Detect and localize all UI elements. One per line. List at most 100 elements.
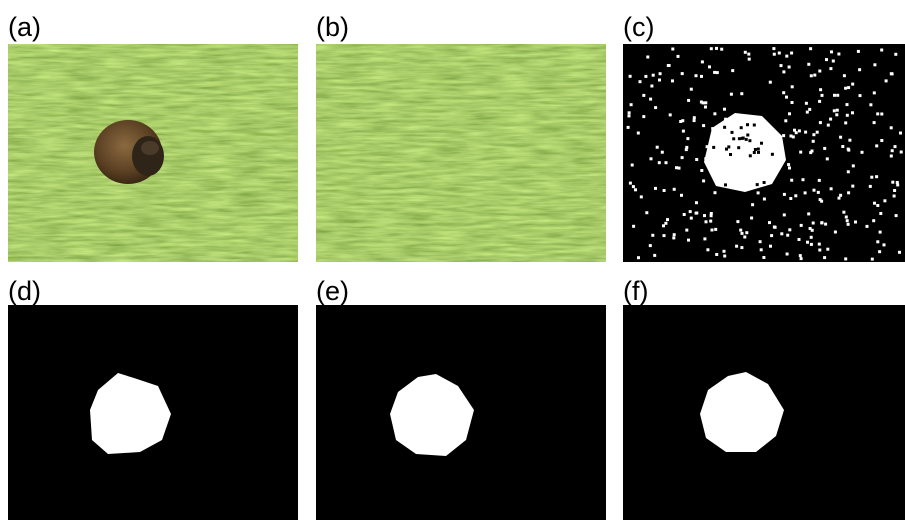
noise-pixel <box>880 113 883 116</box>
noise-pixel <box>836 109 839 112</box>
noise-pixel <box>778 52 781 55</box>
noise-pixel <box>852 164 855 167</box>
noise-pixel <box>899 132 902 135</box>
noise-pixel <box>900 151 903 154</box>
noise-pixel <box>740 126 743 129</box>
noise-pixel <box>741 232 744 235</box>
noise-pixel <box>825 58 828 61</box>
noise-pixel <box>628 111 631 114</box>
noise-pixel <box>637 256 640 259</box>
noise-pixel <box>893 189 896 192</box>
noise-pixel <box>737 146 740 149</box>
noise-pixel <box>651 234 654 237</box>
noise-pixel <box>659 72 662 75</box>
noise-pixel <box>632 225 635 228</box>
noise-pixel <box>808 108 811 111</box>
noise-pixel <box>632 185 635 188</box>
image-a <box>8 44 298 262</box>
noise-pixel <box>695 201 698 204</box>
noise-pixel <box>649 244 652 247</box>
noise-pixel <box>787 163 790 166</box>
noise-pixel <box>687 99 690 102</box>
noise-pixel <box>861 151 864 154</box>
noise-pixel <box>858 68 861 71</box>
noise-pixel <box>837 53 840 56</box>
noise-pixel <box>757 148 760 151</box>
noise-pixel <box>740 246 743 249</box>
image-c <box>623 44 905 262</box>
noise-pixel <box>729 153 732 156</box>
noise-pixel <box>731 131 734 134</box>
noise-pixel <box>859 94 862 97</box>
noise-pixel <box>664 222 667 225</box>
noise-pixel <box>748 58 751 61</box>
noise-pixel <box>695 158 698 161</box>
noise-pixel <box>760 142 763 145</box>
noise-pixel <box>663 189 666 192</box>
noise-pixel <box>704 157 707 160</box>
noise-pixel <box>675 166 678 169</box>
noise-pixel <box>809 47 812 50</box>
noise-pixel <box>813 189 816 192</box>
noise-pixel <box>802 178 805 181</box>
noise-pixel <box>739 229 742 232</box>
noise-pixel <box>895 214 898 217</box>
noise-pixel <box>830 50 833 53</box>
noise-pixel <box>687 239 690 242</box>
noise-pixel <box>652 74 655 77</box>
noise-pixel <box>847 223 850 226</box>
noise-pixel <box>818 243 821 246</box>
noise-pixel <box>763 181 766 184</box>
panel-label: (e) <box>316 276 349 306</box>
noise-pixel <box>841 145 844 148</box>
noise-pixel <box>791 85 794 88</box>
noise-pixel <box>854 221 857 224</box>
noise-pixel <box>869 185 872 188</box>
noise-pixel <box>748 139 751 142</box>
noise-pixel <box>820 200 823 203</box>
noise-pixel <box>827 124 830 127</box>
noise-pixel <box>819 88 822 91</box>
noise-pixel <box>806 241 809 244</box>
noise-pixel <box>772 47 775 50</box>
noise-pixel <box>783 213 786 216</box>
noise-pixel <box>846 103 849 106</box>
noise-pixel <box>810 236 813 239</box>
panel-label: (d) <box>8 276 41 306</box>
noise-pixel <box>785 96 788 99</box>
noise-pixel <box>773 53 776 56</box>
noise-pixel <box>763 198 766 201</box>
noise-pixel <box>839 194 842 197</box>
noise-pixel <box>823 256 826 259</box>
noise-pixel <box>826 248 829 251</box>
noise-pixel <box>813 74 816 77</box>
noise-pixel <box>829 118 832 121</box>
noise-pixel <box>690 88 693 91</box>
noise-pixel <box>833 94 836 97</box>
noise-pixel <box>650 85 653 88</box>
noise-pixel <box>666 218 669 221</box>
noise-pixel <box>650 157 653 160</box>
noise-pixel <box>780 64 783 67</box>
noise-pixel <box>711 127 714 130</box>
noise-pixel <box>792 135 795 138</box>
noise-pixel <box>883 199 886 202</box>
noise-pixel <box>746 123 749 126</box>
noise-pixel <box>749 154 752 157</box>
noise-pixel <box>872 219 875 222</box>
noise-pixel <box>685 229 688 232</box>
noise-pixel <box>893 195 896 198</box>
noise-pixel <box>711 229 714 232</box>
noise-pixel <box>783 193 786 196</box>
noise-pixel <box>653 254 656 257</box>
noise-pixel <box>809 151 812 154</box>
noise-pixel <box>704 106 707 109</box>
noise-pixel <box>847 191 850 194</box>
noise-pixel <box>800 257 803 260</box>
noise-pixel <box>745 138 748 141</box>
noise-pixel <box>702 179 705 182</box>
image-d <box>8 305 298 520</box>
noise-pixel <box>695 212 698 215</box>
noise-pixel <box>834 231 837 234</box>
noise-pixel <box>769 81 772 84</box>
